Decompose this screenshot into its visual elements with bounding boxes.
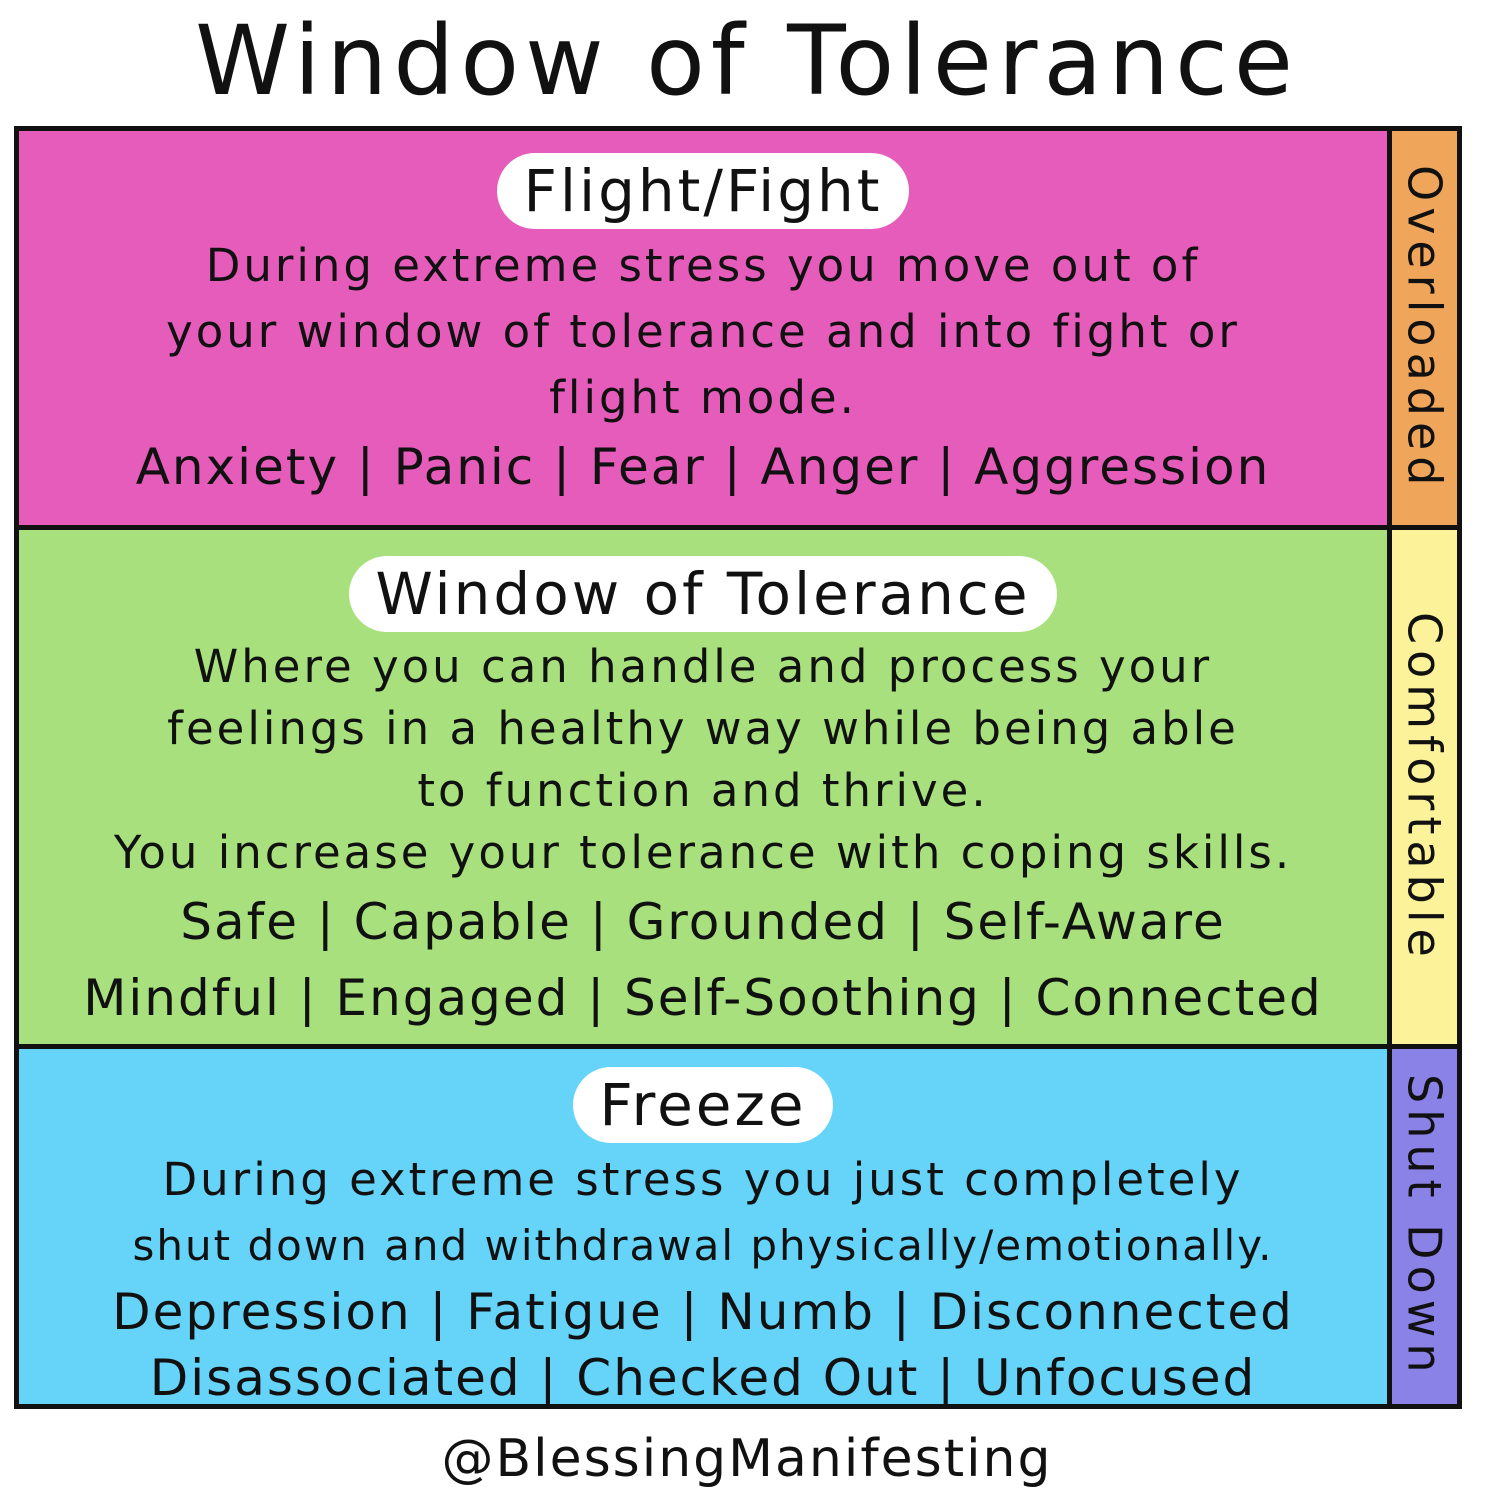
traits-line: Disassociated | Checked Out | Unfocused xyxy=(149,1349,1257,1407)
zone-traits: Depression | Fatigue | Numb | Disconnect… xyxy=(19,1279,1387,1407)
page-title: Window of Tolerance xyxy=(195,5,1299,117)
traits-line: Safe | Capable | Grounded | Self-Aware xyxy=(180,893,1226,951)
zone-traits: Safe | Capable | Grounded | Self-Aware M… xyxy=(19,884,1387,1036)
traits-line: Mindful | Engaged | Self-Soothing | Conn… xyxy=(83,969,1323,1027)
description-line: flight mode. xyxy=(549,371,857,424)
description-line: to function and thrive. xyxy=(417,764,989,817)
side-label-overloaded: Overloaded xyxy=(1387,126,1462,530)
zone-description: Where you can handle and process your fe… xyxy=(19,636,1387,884)
description-line: During extreme stress you move out of xyxy=(205,239,1201,292)
credit-handle: @BlessingManifesting xyxy=(441,1429,1053,1489)
zone-traits: Anxiety | Panic | Fear | Anger | Aggress… xyxy=(19,431,1387,503)
traits-line: Anxiety | Panic | Fear | Anger | Aggress… xyxy=(135,438,1271,496)
description-line: feelings in a healthy way while being ab… xyxy=(167,702,1239,755)
outer-frame xyxy=(14,126,1462,1409)
zone-flight-fight: Flight/Fight During extreme stress you m… xyxy=(14,126,1392,530)
description-line: During extreme stress you just completel… xyxy=(162,1153,1244,1206)
side-label-shut-down: Shut Down xyxy=(1387,1044,1462,1409)
zone-heading: Flight/Fight xyxy=(497,153,909,229)
zone-freeze: Freeze During extreme stress you just co… xyxy=(14,1044,1392,1409)
traits-line: Depression | Fatigue | Numb | Disconnect… xyxy=(112,1283,1294,1341)
zone-description: During extreme stress you just completel… xyxy=(19,1147,1387,1279)
zone-window-of-tolerance: Window of Tolerance Where you can handle… xyxy=(14,525,1392,1049)
side-label-comfortable: Comfortable xyxy=(1387,525,1462,1049)
description-line: shut down and withdrawal physically/emot… xyxy=(132,1221,1274,1270)
zone-heading: Freeze xyxy=(573,1067,833,1143)
zone-description: During extreme stress you move out of yo… xyxy=(19,233,1387,431)
description-line: You increase your tolerance with coping … xyxy=(113,826,1293,879)
description-line: your window of tolerance and into fight … xyxy=(166,305,1240,358)
zone-heading: Window of Tolerance xyxy=(349,556,1057,632)
description-line: Where you can handle and process your xyxy=(193,640,1213,693)
